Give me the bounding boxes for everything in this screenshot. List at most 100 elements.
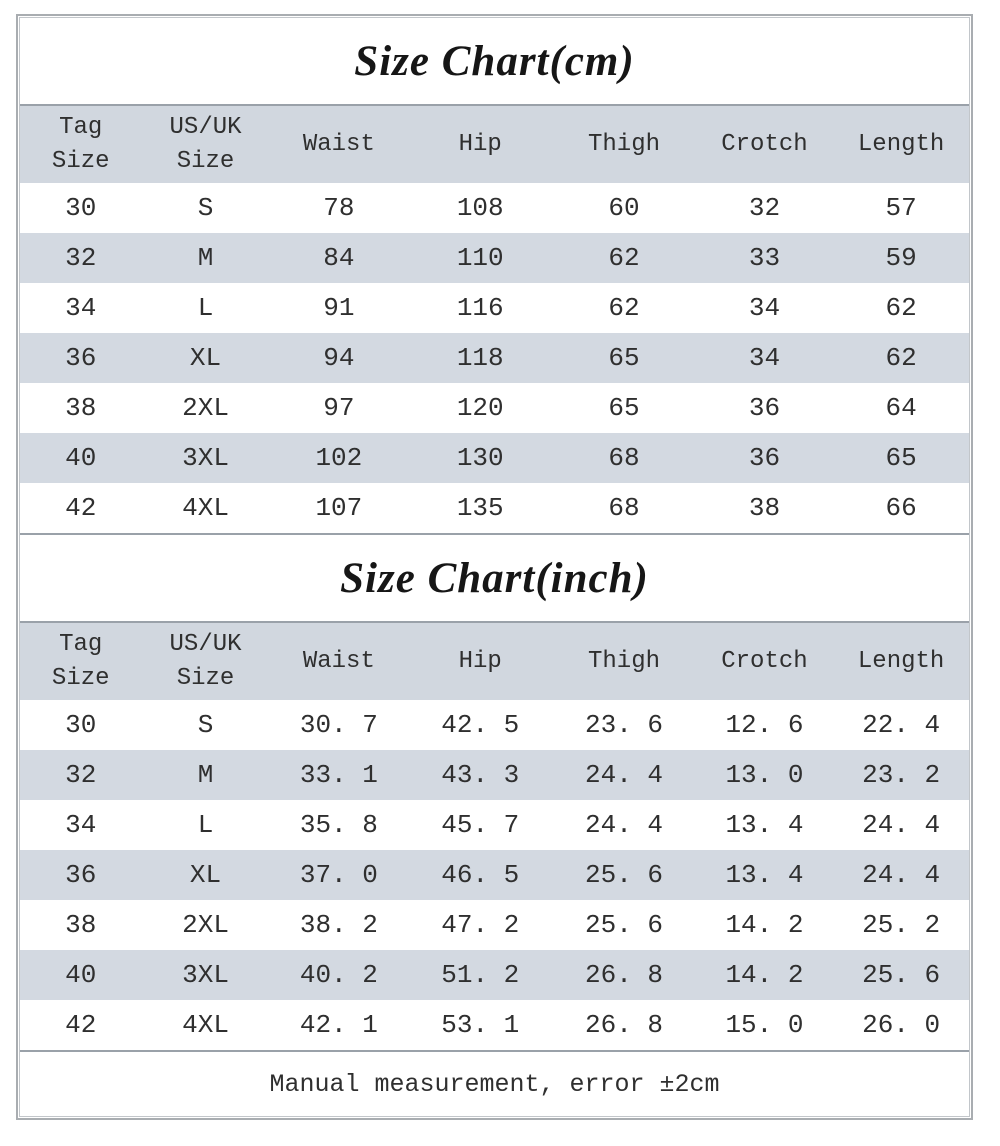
table-cell: 3XL (182, 443, 229, 473)
table-cell: 32 (65, 243, 97, 273)
column-header: Thigh (588, 130, 661, 158)
column-header: Tag Size (51, 113, 110, 175)
table-cell: 22. 4 (862, 710, 941, 740)
table-cell: M (197, 243, 214, 273)
table-cell: 62 (885, 293, 917, 323)
table-cell: 40. 2 (299, 960, 378, 990)
table-cell: 34 (748, 293, 781, 323)
table-cell: 2XL (182, 910, 229, 940)
column-header: Hip (458, 130, 502, 158)
table-row: 32 M 84 110 62 33 59 (20, 233, 969, 283)
table-row: 38 2XL 97 120 65 36 64 (20, 383, 969, 433)
table-cell: 42. 1 (299, 1010, 378, 1040)
size-chart-cm-title: Size Chart(cm) (354, 37, 635, 85)
column-header: Hip (458, 647, 502, 675)
table-cell: 107 (315, 493, 363, 523)
table-cell: 51. 2 (441, 960, 520, 990)
table-cell: 68 (608, 443, 640, 473)
table-cell: L (197, 293, 214, 323)
table-cell: 37. 0 (299, 860, 378, 890)
table-cell: 13. 4 (725, 860, 804, 890)
table-cell: 38. 2 (299, 910, 378, 940)
size-chart-inch-table: Tag Size US/UK Size Waist Hip Thigh Crotch Len… (20, 621, 969, 1050)
inner-frame: Size Chart(cm) Tag Size US/UK Size Waist Hi… (19, 17, 970, 1117)
column-header: US/UK Size (169, 113, 242, 175)
table-cell: 66 (885, 493, 917, 523)
table-cell: 32 (748, 193, 781, 223)
table-cell: 34 (65, 293, 97, 323)
table-cell: XL (189, 343, 222, 373)
table-cell: 62 (608, 293, 640, 323)
table-cell: 68 (608, 493, 640, 523)
column-header: Crotch (721, 130, 808, 158)
table-cell: 42. 5 (441, 710, 520, 740)
table-row: 30 S 78 108 60 32 57 (20, 183, 969, 233)
column-header: Tag Size (51, 630, 110, 692)
table-cell: 38 (748, 493, 781, 523)
table-cell: 24. 4 (862, 860, 941, 890)
table-cell: 30 (65, 193, 97, 223)
table-cell: S (197, 193, 214, 223)
table-row: 42 4XL 42. 1 53. 1 26. 8 15. 0 26. 0 (20, 1000, 969, 1050)
table-cell: 30 (65, 710, 97, 740)
table-cell: 36 (65, 860, 97, 890)
table-cell: 118 (456, 343, 504, 373)
table-row: 34 L 91 116 62 34 62 (20, 283, 969, 333)
table-row: 32 M 33. 1 43. 3 24. 4 13. 0 23. 2 (20, 750, 969, 800)
table-cell: 33. 1 (299, 760, 378, 790)
table-cell: 12. 6 (725, 710, 804, 740)
table-cell: 91 (323, 293, 355, 323)
table-cell: 38 (65, 393, 97, 423)
table-row: 30 S 30. 7 42. 5 23. 6 12. 6 22. 4 (20, 700, 969, 750)
column-header: Thigh (588, 647, 661, 675)
table-cell: 45. 7 (441, 810, 520, 840)
table-cell: 32 (65, 760, 97, 790)
column-header: US/UK Size (169, 630, 242, 692)
size-chart-cm-section: Size Chart(cm) Tag Size US/UK Size Waist Hi… (20, 18, 969, 533)
table-cell: L (197, 810, 214, 840)
size-chart-inch-section: Size Chart(inch) Tag Size US/UK Size Waist… (20, 533, 969, 1050)
table-cell: 57 (885, 193, 917, 223)
table-cell: 97 (323, 393, 355, 423)
table-cell: 36 (748, 443, 781, 473)
table-cell: 13. 0 (725, 760, 804, 790)
table-cell: 14. 2 (725, 960, 804, 990)
table-row: 34 L 35. 8 45. 7 24. 4 13. 4 24. 4 (20, 800, 969, 850)
table-cell: 36 (65, 343, 97, 373)
table-cell: 65 (608, 393, 640, 423)
table-cell: 43. 3 (441, 760, 520, 790)
table-cell: 130 (456, 443, 504, 473)
table-cell: 2XL (182, 393, 229, 423)
table-cell: 108 (456, 193, 504, 223)
table-cell: 64 (885, 393, 917, 423)
column-header: Length (857, 647, 945, 675)
table-cell: 30. 7 (299, 710, 378, 740)
column-header: Waist (302, 130, 375, 158)
table-cell: 40 (65, 443, 97, 473)
table-cell: 38 (65, 910, 97, 940)
size-chart-cm-table: Tag Size US/UK Size Waist Hip Thigh Crotch Len… (20, 104, 969, 533)
table-cell: 84 (323, 243, 355, 273)
table-cell: 60 (608, 193, 640, 223)
table-cell: 34 (748, 343, 781, 373)
table-cell: 23. 6 (585, 710, 664, 740)
table-cell: 24. 4 (585, 760, 664, 790)
table-cell: 40 (65, 960, 97, 990)
table-row: 42 4XL 107 135 68 38 66 (20, 483, 969, 533)
table-cell: 4XL (182, 493, 229, 523)
table-cell: 78 (323, 193, 355, 223)
table-cell: 25. 6 (585, 910, 664, 940)
table-row: 36 XL 94 118 65 34 62 (20, 333, 969, 383)
size-chart-inch-title: Size Chart(inch) (340, 554, 649, 602)
table-cell: 116 (456, 293, 504, 323)
table-cell: 62 (608, 243, 640, 273)
table-cell: 42 (65, 493, 97, 523)
table-cell: 26. 0 (862, 1010, 941, 1040)
column-header: Crotch (721, 647, 808, 675)
table-cell: 36 (748, 393, 781, 423)
table-cell: 59 (885, 243, 917, 273)
table-cell: 120 (456, 393, 504, 423)
table-cell: S (197, 710, 214, 740)
table-row: 40 3XL 40. 2 51. 2 26. 8 14. 2 25. 6 (20, 950, 969, 1000)
table-cell: 4XL (182, 1010, 229, 1040)
